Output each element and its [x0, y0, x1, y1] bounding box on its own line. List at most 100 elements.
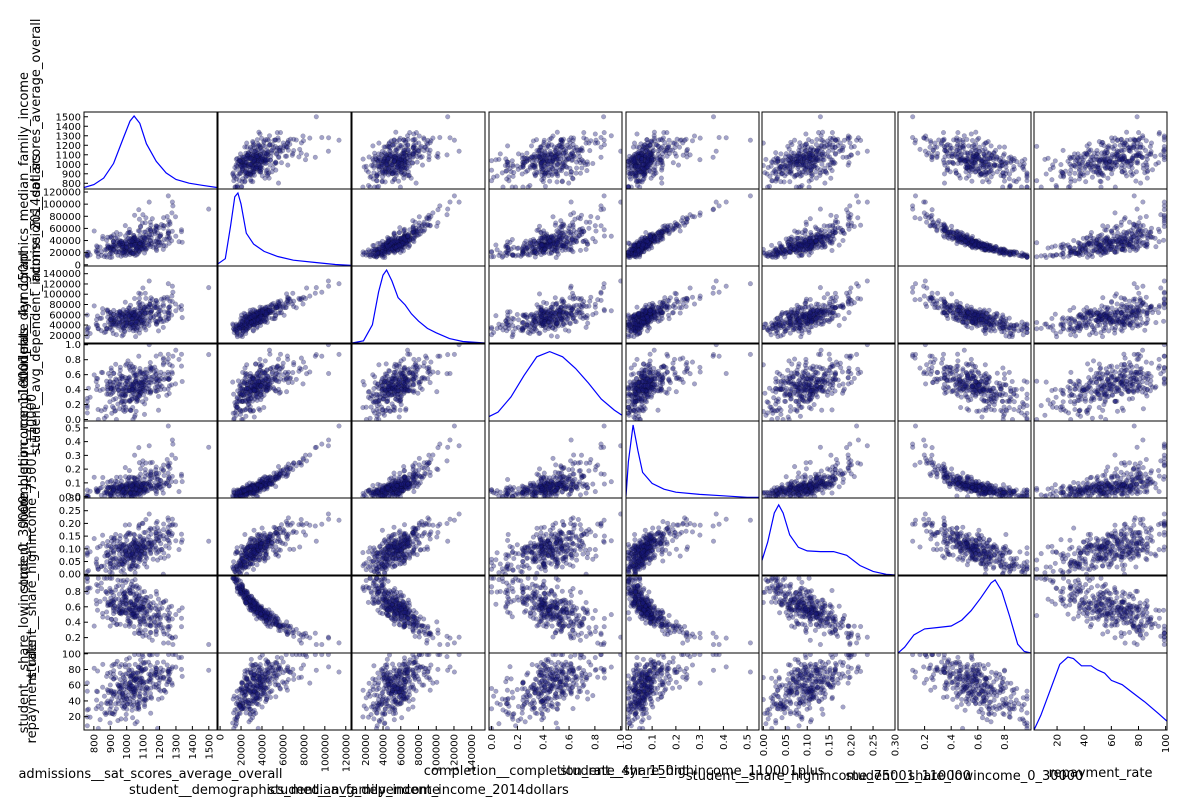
scatter-point: [265, 152, 271, 157]
scatter-point: [980, 161, 986, 167]
scatter-point: [247, 154, 253, 160]
scatter-point: [541, 158, 547, 164]
scatter-point: [988, 174, 994, 180]
scatter-point: [973, 157, 979, 163]
scatter-point: [1113, 159, 1119, 165]
scatter-point: [799, 252, 805, 258]
scatter-point: [255, 159, 261, 165]
scatter-point: [1093, 168, 1099, 174]
scatter-point: [932, 140, 938, 146]
scatter-point: [173, 308, 179, 314]
scatter-point: [817, 114, 823, 120]
scatter-point: [576, 147, 582, 153]
scatter-point: [360, 184, 366, 189]
scatter-point: [562, 150, 568, 156]
scatter-point: [636, 169, 642, 175]
scatter-point: [641, 171, 647, 177]
scatter-point: [505, 159, 511, 165]
scatter-point: [648, 153, 654, 159]
scatter-point: [801, 164, 807, 170]
scatter-point: [1004, 160, 1010, 166]
scatter-point: [1119, 148, 1125, 154]
scatter-point: [371, 170, 377, 176]
scatter-point: [554, 155, 560, 160]
scatter-point: [982, 247, 987, 253]
scatter-point: [504, 159, 510, 165]
scatter-point: [1079, 155, 1085, 161]
scatter-point: [128, 230, 133, 236]
scatter-point: [1008, 159, 1014, 165]
scatter-point: [820, 150, 826, 155]
scatter-point: [247, 162, 253, 168]
scatter-point: [555, 162, 561, 168]
scatter-point: [427, 147, 433, 153]
scatter-point: [934, 144, 940, 150]
scatter-point: [644, 164, 650, 170]
scatter-point: [366, 183, 371, 188]
scatter-point: [639, 158, 645, 164]
scatter-point: [238, 163, 244, 169]
scatter-point: [1072, 151, 1077, 157]
scatter-point: [1004, 168, 1010, 174]
scatter-point: [265, 157, 271, 163]
scatter-point: [828, 212, 834, 218]
scatter-point: [947, 142, 953, 148]
scatter-point: [242, 179, 248, 185]
scatter-point: [151, 239, 157, 245]
scatter-point: [1081, 166, 1087, 172]
scatter-point: [570, 175, 576, 181]
scatter-point: [1144, 169, 1150, 175]
scatter-point: [644, 157, 650, 163]
scatter-point: [811, 147, 817, 153]
scatter-point: [245, 150, 251, 156]
scatter-point: [981, 152, 987, 157]
scatter-point: [1136, 153, 1142, 159]
scatter-point: [969, 157, 975, 163]
scatter-point: [1096, 158, 1102, 164]
scatter-point: [949, 151, 955, 157]
scatter-point: [240, 163, 246, 169]
scatter-point: [973, 158, 978, 164]
scatter-point: [1065, 158, 1071, 164]
scatter-point: [647, 142, 653, 148]
scatter-point: [956, 147, 962, 153]
scatter-point: [245, 163, 251, 169]
scatter-point: [762, 170, 768, 176]
scatter-point: [644, 160, 650, 166]
scatter-point: [636, 155, 642, 161]
scatter-point: [585, 241, 591, 247]
scatter-point: [84, 253, 90, 259]
scatter-point: [680, 152, 686, 158]
scatter-point: [399, 169, 405, 175]
scatter-point: [556, 142, 562, 148]
scatter-point: [249, 164, 255, 170]
scatter-point: [808, 161, 814, 167]
scatter-point: [637, 153, 642, 159]
scatter-point: [796, 156, 801, 162]
scatter-point: [134, 240, 140, 246]
scatter-point: [639, 159, 645, 165]
scatter-point: [649, 158, 655, 164]
scatter-point: [391, 156, 397, 161]
scatter-point: [241, 155, 247, 160]
scatter-point: [632, 252, 638, 258]
scatter-point: [1091, 157, 1097, 163]
scatter-point: [1121, 216, 1127, 222]
scatter-point: [1130, 145, 1136, 150]
scatter-point: [638, 141, 644, 147]
scatter-point: [381, 159, 387, 165]
scatter-point: [379, 169, 385, 175]
scatter-point: [505, 162, 511, 168]
scatter-point: [380, 162, 386, 168]
scatter-point: [384, 158, 390, 164]
scatter-point: [997, 144, 1002, 150]
scatter-point: [244, 171, 250, 177]
scatter-point: [525, 184, 531, 189]
scatter-point: [1050, 162, 1056, 168]
scatter-point: [393, 155, 399, 161]
scatter-point: [416, 148, 422, 154]
scatter-point: [815, 158, 821, 163]
scatter-point: [643, 230, 649, 236]
scatter-point: [797, 151, 803, 157]
scatter-point: [1110, 144, 1115, 150]
